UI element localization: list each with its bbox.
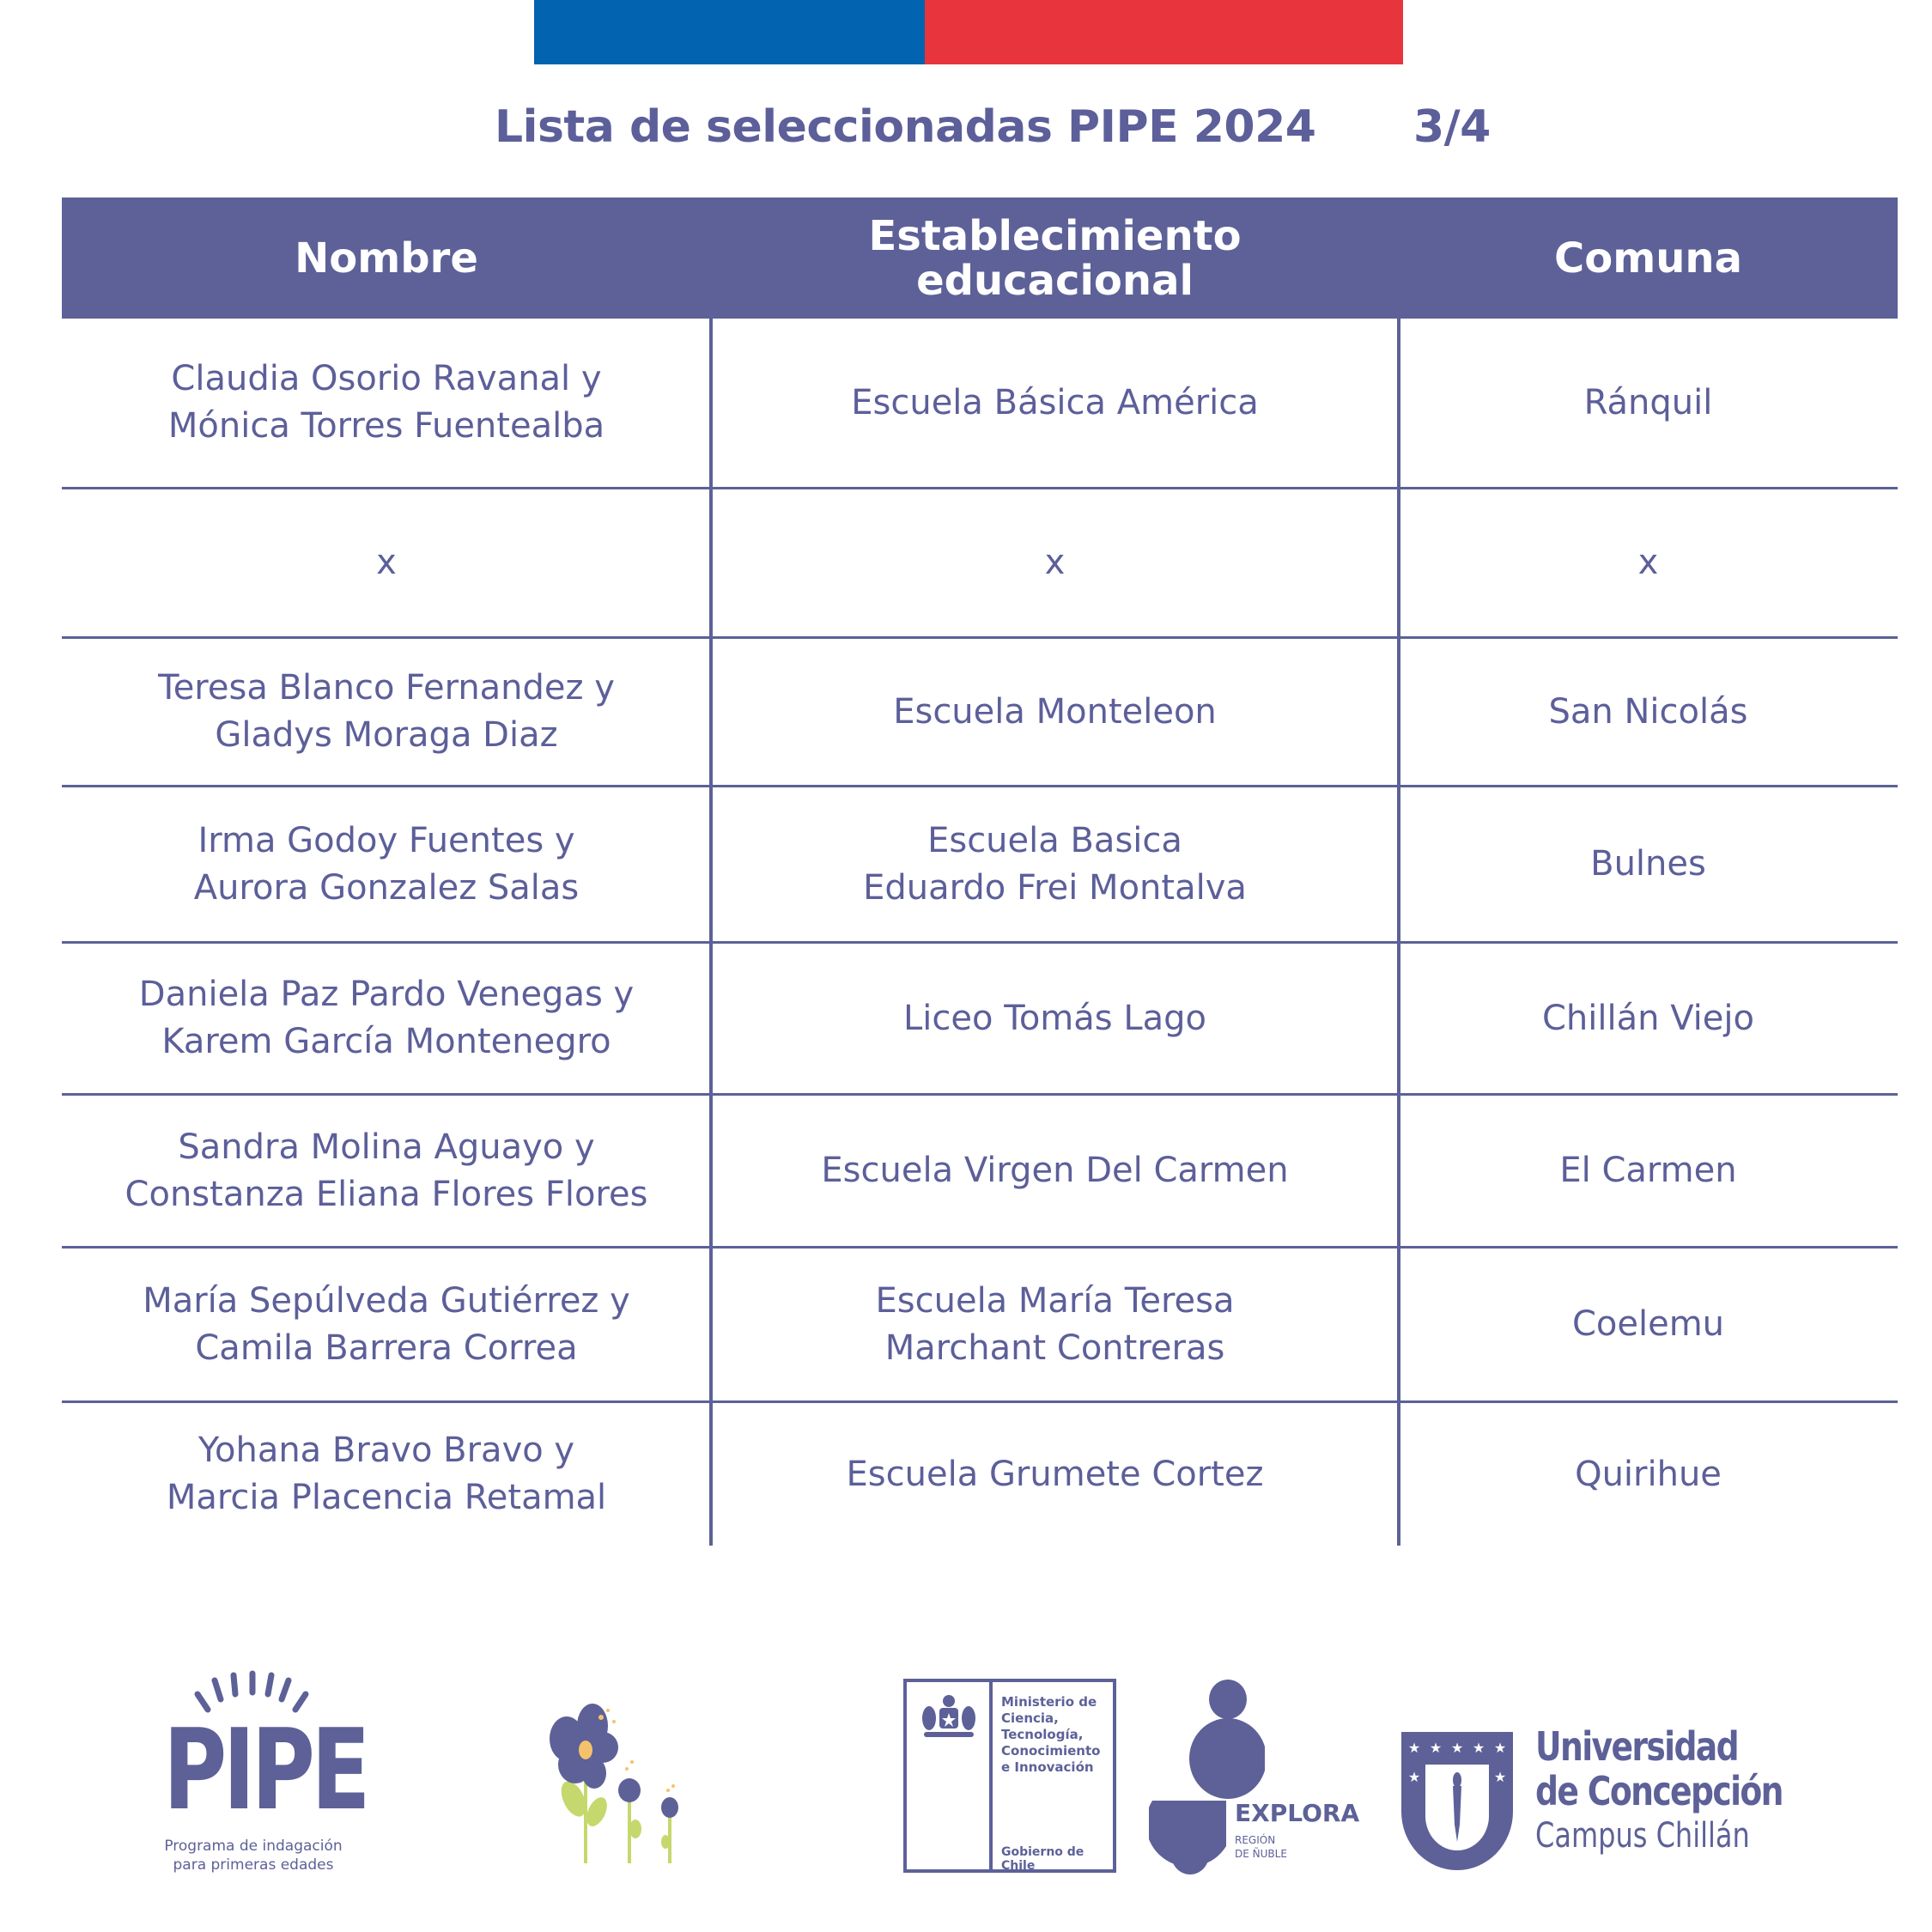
svg-text:★: ★ bbox=[1451, 1740, 1463, 1756]
cell-establecimiento: Escuela Grumete Cortez bbox=[846, 1454, 1264, 1494]
flowers-illustration-icon bbox=[550, 1704, 678, 1863]
cell-comuna: Chillán Viejo bbox=[1542, 998, 1754, 1038]
explora-logo: EXPLORA REGIÓN DE ÑUBLE bbox=[1149, 1679, 1372, 1876]
cell-establecimiento: Escuela María Teresa Marchant Contreras bbox=[875, 1280, 1235, 1368]
chile-coat-of-arms-icon bbox=[922, 1695, 975, 1737]
cell-nombre: Irma Godoy Fuentes y Aurora Gonzalez Sal… bbox=[193, 820, 580, 908]
cell-establecimiento: Escuela Monteleon bbox=[893, 691, 1217, 732]
cell-comuna: Ránquil bbox=[1583, 382, 1713, 422]
page-title: Lista de seleccionadas PIPE 2024 bbox=[495, 101, 1316, 153]
table-row: Daniela Paz Pardo Venegas y Karem García… bbox=[62, 944, 1898, 1096]
cell-comuna: Quirihue bbox=[1575, 1454, 1722, 1494]
cell-establecimiento: x bbox=[1044, 543, 1066, 582]
header-establecimiento: Establecimiento educacional bbox=[868, 211, 1242, 305]
ministerio-line: e Innovación bbox=[1001, 1759, 1094, 1775]
cell-nombre: Claudia Osorio Ravanal y Mónica Torres F… bbox=[167, 359, 605, 446]
ministerio-line: Ministerio de bbox=[1001, 1694, 1097, 1710]
pipe-tagline: Programa de indagación para primeras eda… bbox=[155, 1837, 352, 1874]
table-row: Yohana Bravo Bravo y Marcia Placencia Re… bbox=[62, 1403, 1898, 1546]
table-row: Irma Godoy Fuentes y Aurora Gonzalez Sal… bbox=[62, 787, 1898, 944]
cell-comuna: Coelemu bbox=[1571, 1304, 1725, 1344]
table-header: Nombre Establecimiento educacional Comun… bbox=[62, 197, 1898, 319]
udec-shield-icon: ★ ★ ★ ★ ★ ★ ★ bbox=[1401, 1732, 1513, 1870]
cell-establecimiento: Liceo Tomás Lago bbox=[903, 998, 1206, 1038]
gobierno-de-chile: Gobierno de Chile bbox=[1001, 1845, 1084, 1873]
ministerio-name: Ministerio de Ciencia, Tecnología, Conoc… bbox=[1001, 1694, 1100, 1776]
pipe-logo: PIPE Programa de indagación para primera… bbox=[155, 1662, 371, 1876]
header-nombre: Nombre bbox=[295, 234, 478, 283]
udec-name-line2: de Concepción bbox=[1535, 1768, 1783, 1814]
svg-text:★: ★ bbox=[1494, 1769, 1506, 1785]
cell-comuna: San Nicolás bbox=[1548, 691, 1748, 732]
explora-region-line1: REGIÓN bbox=[1235, 1834, 1276, 1846]
cell-nombre: Daniela Paz Pardo Venegas y Karem García… bbox=[138, 975, 635, 1061]
udec-campus: Campus Chillán bbox=[1535, 1816, 1750, 1856]
ministerio-line: Tecnología, bbox=[1001, 1727, 1084, 1742]
flag-bar-blue bbox=[534, 0, 925, 64]
cell-nombre: Teresa Blanco Fernandez y Gladys Moraga … bbox=[158, 668, 615, 755]
svg-text:★: ★ bbox=[1430, 1740, 1442, 1756]
cell-nombre: María Sepúlveda Gutiérrez y Camila Barre… bbox=[143, 1280, 630, 1368]
explora-region-line2: DE ÑUBLE bbox=[1235, 1848, 1287, 1860]
column-divider bbox=[1397, 319, 1400, 1546]
udec-name-line1: Universidad bbox=[1535, 1723, 1740, 1770]
pipe-logo-text: PIPE bbox=[163, 1704, 371, 1835]
ministerio-line: Conocimiento bbox=[1001, 1743, 1101, 1759]
cell-nombre: x bbox=[376, 543, 397, 582]
cell-comuna: x bbox=[1637, 543, 1659, 582]
explora-region: REGIÓN DE ÑUBLE bbox=[1235, 1833, 1287, 1861]
page-indicator: 3/4 bbox=[1413, 101, 1491, 153]
table-row: Sandra Molina Aguayo y Constanza Eliana … bbox=[62, 1096, 1898, 1249]
cell-comuna: El Carmen bbox=[1559, 1151, 1737, 1190]
ministerio-logo: Ministerio de Ciencia, Tecnología, Conoc… bbox=[903, 1679, 1116, 1873]
cell-establecimiento: Escuela Virgen Del Carmen bbox=[821, 1151, 1289, 1190]
explora-name: EXPLORA bbox=[1235, 1799, 1360, 1827]
svg-text:★: ★ bbox=[1408, 1769, 1420, 1785]
ministerio-divider bbox=[989, 1682, 993, 1869]
svg-text:★: ★ bbox=[1494, 1740, 1506, 1756]
explora-shapes-icon bbox=[1149, 1680, 1265, 1874]
table-row: Teresa Blanco Fernandez y Gladys Moraga … bbox=[62, 639, 1898, 787]
pipe-tagline-line1: Programa de indagación bbox=[164, 1838, 343, 1855]
cell-comuna: Bulnes bbox=[1590, 844, 1706, 884]
udec-logo: ★ ★ ★ ★ ★ ★ ★ Universidad de Concepción Campus… bbox=[1400, 1723, 1880, 1876]
svg-text:★: ★ bbox=[1473, 1740, 1485, 1756]
flag-bar-red bbox=[925, 0, 1403, 64]
header-comuna: Comuna bbox=[1554, 234, 1742, 283]
table-row: María Sepúlveda Gutiérrez y Camila Barre… bbox=[62, 1249, 1898, 1403]
cell-establecimiento: Escuela Basica Eduardo Frei Montalva bbox=[863, 820, 1247, 908]
cell-nombre: Sandra Molina Aguayo y Constanza Eliana … bbox=[125, 1127, 648, 1214]
column-divider bbox=[709, 319, 713, 1546]
pipe-tagline-line2: para primeras edades bbox=[173, 1856, 334, 1874]
table-row: Claudia Osorio Ravanal y Mónica Torres F… bbox=[62, 319, 1898, 489]
pipe-sun-rays-icon bbox=[194, 1670, 309, 1713]
cell-establecimiento: Escuela Básica América bbox=[851, 382, 1259, 422]
svg-text:★: ★ bbox=[1408, 1740, 1420, 1756]
cell-nombre: Yohana Bravo Bravo y Marcia Placencia Re… bbox=[166, 1431, 607, 1517]
ministerio-line: Ciencia, bbox=[1001, 1710, 1059, 1726]
